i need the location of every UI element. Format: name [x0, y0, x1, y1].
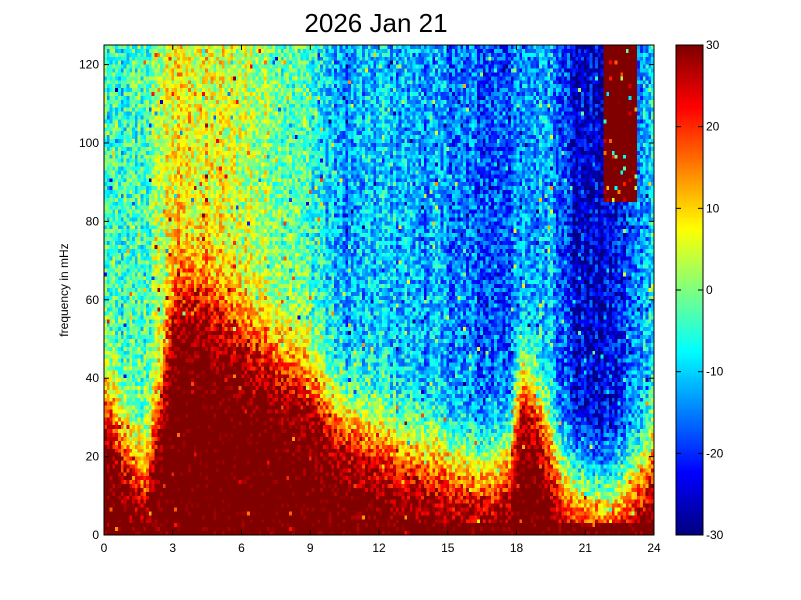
spectrogram-heatmap	[104, 45, 654, 535]
y-axis-label: frequency in mHz	[57, 243, 71, 336]
colorbar: -30 -20 -10 0 10 20 30	[675, 38, 724, 542]
colorbar-tick-label: -30	[706, 528, 724, 542]
x-tick-label: 9	[307, 541, 314, 555]
y-tick-label: 120	[79, 58, 99, 72]
x-tick-label: 15	[441, 541, 455, 555]
chart-title: 2026 Jan 21	[304, 8, 447, 38]
x-tick-label: 21	[579, 541, 593, 555]
x-axis: 0 3 6 9 12 15 18 21 24	[101, 45, 661, 555]
colorbar-tick-label: 20	[706, 120, 720, 134]
x-tick-label: 12	[372, 541, 386, 555]
colorbar-tick-label: -20	[706, 446, 724, 460]
x-tick-label: 0	[101, 541, 108, 555]
colorbar-axis: -30 -20 -10 0 10 20 30	[676, 38, 724, 542]
y-tick-label: 40	[86, 371, 100, 385]
x-tick-label: 6	[238, 541, 245, 555]
y-tick-label: 60	[86, 293, 100, 307]
y-axis: 0 20 40 60 80 100 120	[79, 58, 654, 542]
y-tick-label: 20	[86, 450, 100, 464]
x-tick-label: 18	[510, 541, 524, 555]
colorbar-tick-label: 10	[706, 201, 720, 215]
colorbar-tick-label: 30	[706, 38, 720, 52]
colorbar-tick-label: -10	[706, 365, 724, 379]
y-tick-label: 80	[86, 214, 100, 228]
colorbar-tick-label: 0	[706, 283, 713, 297]
x-tick-label: 24	[647, 541, 661, 555]
plot-area	[103, 44, 655, 536]
x-tick-label: 3	[169, 541, 176, 555]
y-tick-label: 0	[92, 528, 99, 542]
y-tick-label: 100	[79, 136, 99, 150]
